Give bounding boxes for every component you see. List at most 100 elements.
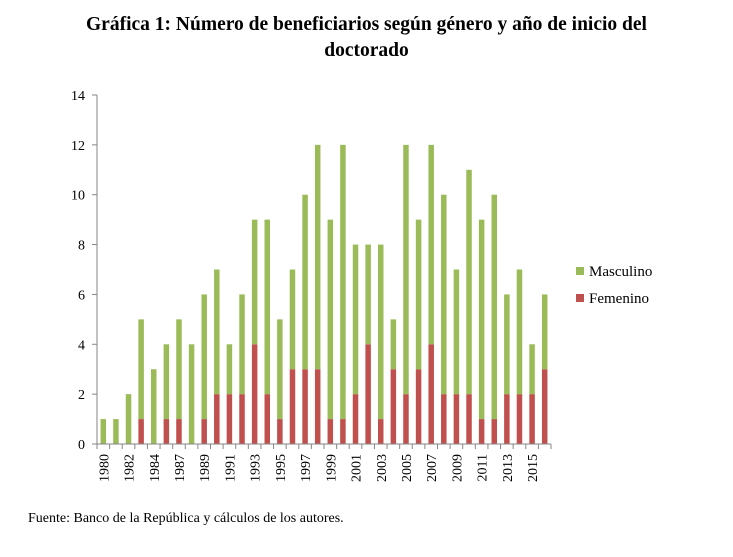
bar-masculino-1994 [264, 219, 270, 395]
bar-masculino-1991 [226, 344, 233, 395]
bar-femenino-1989 [201, 419, 207, 444]
x-tick-label-1993: 1993 [249, 454, 264, 482]
bar-masculino-2007 [428, 144, 434, 345]
bar-masculino-1980 [100, 419, 107, 444]
bar-masculino-1984 [151, 369, 157, 444]
x-tick-label-2009: 2009 [450, 454, 465, 482]
x-tick-label-1989: 1989 [198, 454, 213, 482]
bar-femenino-2016 [541, 369, 548, 444]
bar-femenino-2000 [340, 419, 346, 444]
bar-masculino-2012 [491, 194, 497, 420]
bar-masculino-2006 [415, 219, 422, 370]
bar-masculino-1990 [214, 269, 220, 395]
x-tick-label-2005: 2005 [400, 454, 415, 482]
bar-femenino-2007 [428, 344, 434, 444]
y-tick-label: 12 [71, 139, 85, 154]
bar-masculino-1982 [125, 394, 132, 444]
y-tick-label: 10 [71, 189, 85, 204]
x-tick-label-1980: 1980 [97, 454, 112, 482]
bar-masculino-2000 [340, 144, 346, 420]
bar-masculino-1999 [327, 219, 334, 420]
bar-femenino-1983 [138, 419, 144, 444]
bar-femenino-2008 [441, 394, 447, 444]
bars [100, 144, 548, 444]
x-tick-label-2011: 2011 [476, 454, 491, 481]
bar-masculino-2003 [378, 244, 384, 420]
bar-femenino-1985 [163, 419, 170, 444]
bar-femenino-2013 [504, 394, 510, 444]
y-tick-label: 4 [78, 338, 85, 353]
x-tick-label-2013: 2013 [501, 454, 516, 482]
legend: Masculino Femenino [576, 264, 652, 307]
x-tick-label-1999: 1999 [324, 454, 339, 482]
bar-masculino-1988 [188, 344, 195, 444]
x-tick-label-1991: 1991 [223, 454, 238, 482]
bar-femenino-1998 [314, 369, 321, 444]
y-tick-label: 0 [78, 438, 85, 453]
bar-masculino-1985 [163, 344, 170, 420]
bar-femenino-1996 [289, 369, 296, 444]
y-axis-ticks [92, 94, 552, 449]
x-tick-label-2007: 2007 [425, 454, 440, 482]
bar-masculino-2008 [441, 194, 447, 395]
bar-femenino-1997 [302, 369, 308, 444]
bar-masculino-2002 [365, 244, 371, 345]
x-tick-label-1982: 1982 [123, 454, 138, 482]
y-tick-label: 8 [78, 239, 85, 254]
x-tick-label-1987: 1987 [173, 454, 188, 482]
x-tick-label-2001: 2001 [350, 454, 365, 482]
bar-masculino-1989 [201, 294, 207, 420]
bar-femenino-2002 [365, 344, 371, 444]
bar-femenino-1995 [277, 419, 283, 444]
bar-femenino-2003 [378, 419, 384, 444]
bar-femenino-2014 [516, 394, 523, 444]
bar-masculino-2001 [352, 244, 359, 395]
bar-masculino-1997 [302, 194, 308, 370]
bar-masculino-2009 [453, 269, 460, 395]
bar-masculino-2015 [529, 344, 535, 395]
x-tick-label-1995: 1995 [274, 454, 289, 482]
bar-femenino-1999 [327, 419, 334, 444]
bar-masculino-1983 [138, 319, 144, 420]
bar-masculino-2005 [403, 144, 409, 395]
bar-masculino-1996 [289, 269, 296, 370]
bar-masculino-1992 [239, 294, 245, 395]
bar-femenino-1990 [214, 394, 220, 444]
bar-femenino-1991 [226, 394, 233, 444]
bar-masculino-2011 [478, 219, 485, 420]
bar-masculino-1993 [251, 219, 258, 345]
bar-masculino-2010 [466, 169, 472, 395]
y-tick-label: 2 [78, 388, 85, 403]
bar-masculino-1995 [277, 319, 283, 420]
bar-masculino-2013 [504, 294, 510, 395]
bar-femenino-2009 [453, 394, 460, 444]
x-tick-label-2015: 2015 [526, 454, 541, 482]
bar-masculino-1987 [176, 319, 182, 420]
bar-femenino-1987 [176, 419, 182, 444]
bar-femenino-2012 [491, 419, 497, 444]
bar-masculino-2016 [541, 294, 548, 370]
bar-masculino-1981 [113, 419, 119, 444]
y-tick-label: 6 [78, 288, 85, 303]
legend-swatch-femenino [576, 294, 584, 302]
bar-femenino-2004 [390, 369, 397, 444]
bar-masculino-1998 [314, 144, 321, 370]
chart-title-line-1: Gráfica 1: Número de beneficiarios según… [86, 14, 647, 35]
bar-femenino-2010 [466, 394, 472, 444]
legend-label-femenino: Femenino [589, 291, 649, 307]
bar-femenino-2015 [529, 394, 535, 444]
source-note: Fuente: Banco de la República y cálculos… [28, 511, 344, 526]
legend-swatch-masculino [576, 267, 584, 275]
x-tick-label-2003: 2003 [375, 454, 390, 482]
y-tick-label: 14 [71, 89, 85, 104]
x-tick-label-1997: 1997 [299, 454, 314, 482]
chart-title-line-2: doctorado [324, 40, 409, 61]
bar-femenino-1994 [264, 394, 270, 444]
bar-femenino-2005 [403, 394, 409, 444]
bar-femenino-1993 [251, 344, 258, 444]
bar-femenino-1992 [239, 394, 245, 444]
bar-femenino-2006 [415, 369, 422, 444]
bar-masculino-2004 [390, 319, 397, 370]
axes [96, 95, 551, 445]
tick-labels: 0 2 4 6 8 10 12 14 1980 1982 1984 1987 1989 1991 1993 1… [71, 89, 541, 482]
